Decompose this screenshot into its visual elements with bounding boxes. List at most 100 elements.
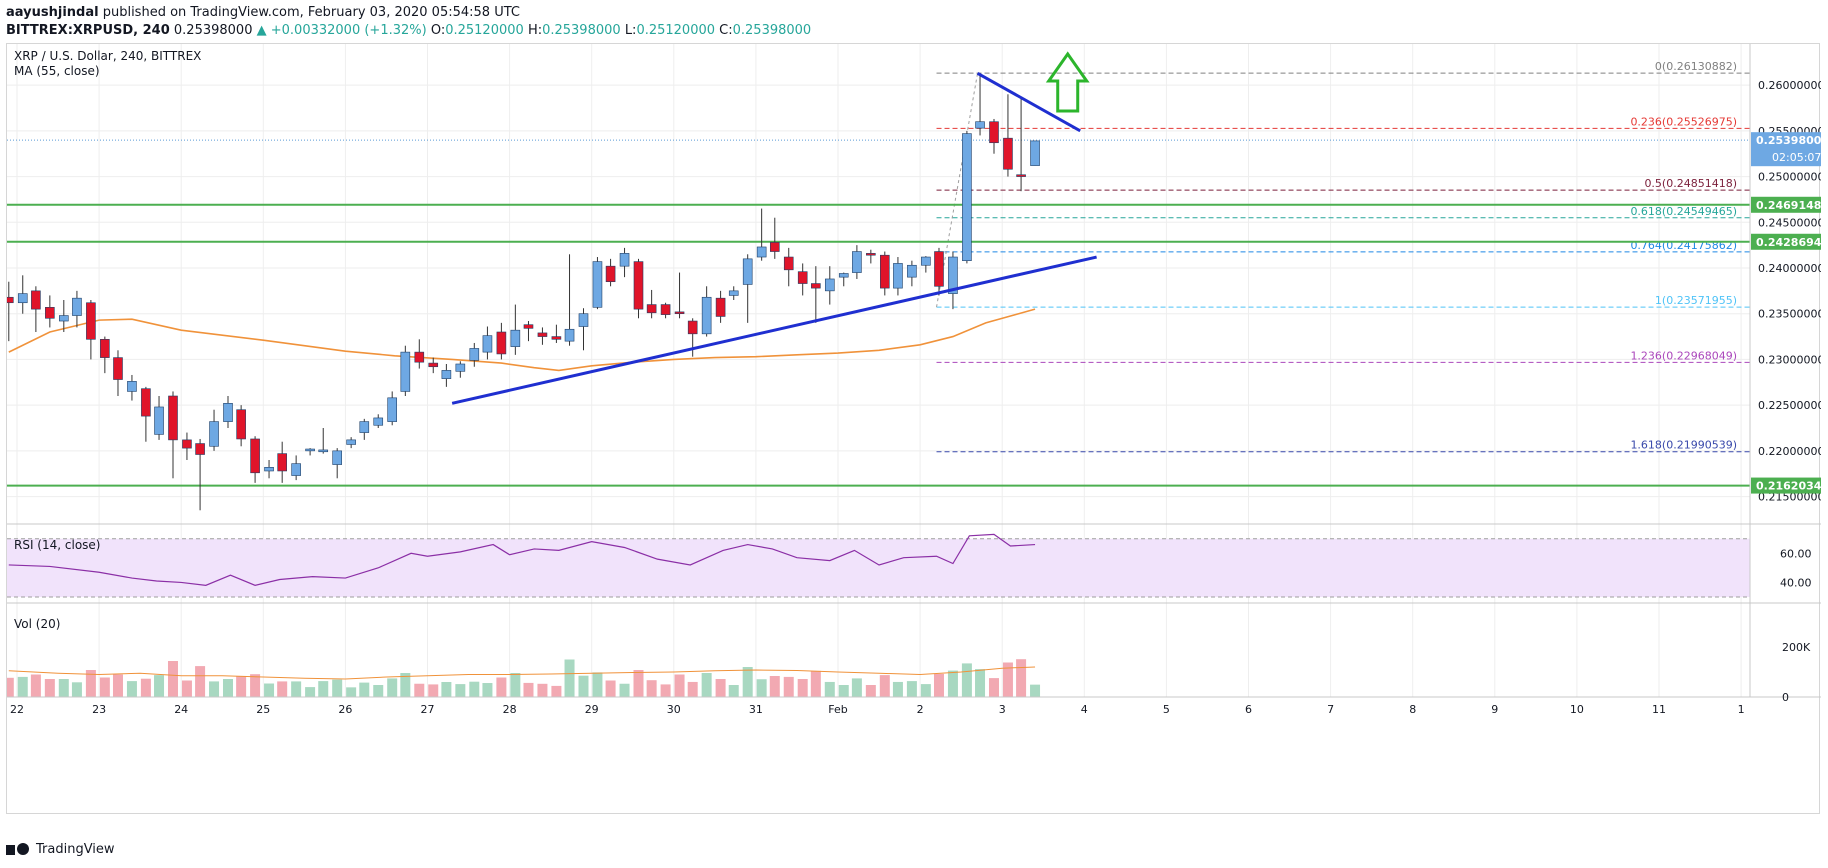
volume-bar bbox=[947, 670, 958, 697]
candle bbox=[209, 409, 219, 451]
candle bbox=[756, 208, 767, 261]
candle bbox=[58, 300, 69, 332]
fib-level-label: 0.236(0.25526975) bbox=[1630, 115, 1737, 128]
ohlc-line: BITTREX:XRPUSD, 240 0.25398000 ▲ +0.0033… bbox=[6, 22, 811, 40]
fib-level-label: 0(0.26130882) bbox=[1655, 60, 1737, 73]
candle bbox=[975, 73, 985, 136]
price-change: ▲ +0.00332000 (+1.32%) bbox=[256, 23, 427, 38]
candle bbox=[537, 327, 548, 345]
rsi-line bbox=[8, 533, 1036, 586]
y-tick-label: 0.22000000 bbox=[1758, 445, 1821, 458]
rsi-pane bbox=[7, 533, 1750, 598]
volume-bar bbox=[400, 673, 411, 697]
chart-header: aayushjindal published on TradingView.co… bbox=[6, 4, 811, 40]
author-name[interactable]: aayushjindal bbox=[6, 5, 99, 20]
chart-grid bbox=[7, 44, 1750, 697]
volume-bar bbox=[373, 685, 384, 697]
candle bbox=[332, 448, 342, 479]
candle bbox=[1030, 140, 1040, 166]
candle-body bbox=[373, 417, 384, 426]
volume-bar bbox=[783, 676, 794, 697]
candle bbox=[250, 436, 260, 483]
candle-body bbox=[578, 313, 589, 327]
x-tick-label: 7 bbox=[1327, 703, 1334, 716]
tradingview-logo-icon[interactable] bbox=[6, 842, 30, 857]
candle-body bbox=[619, 253, 630, 267]
volume-bar bbox=[605, 680, 616, 697]
candle-body bbox=[86, 302, 96, 340]
y-tick-label: 0.21500000 bbox=[1758, 491, 1821, 504]
volume-bar bbox=[140, 678, 151, 697]
x-tick-label: 24 bbox=[174, 703, 188, 716]
volume-bar bbox=[769, 676, 780, 697]
candle-body bbox=[31, 290, 41, 310]
volume-bar bbox=[236, 676, 247, 697]
volume-bar bbox=[715, 679, 726, 697]
rsi-tick-label: 40.00 bbox=[1780, 576, 1812, 589]
candle-body bbox=[264, 467, 274, 472]
candle-body bbox=[209, 421, 219, 447]
volume-bar bbox=[920, 684, 931, 697]
candle bbox=[264, 460, 274, 479]
x-tick-label: 25 bbox=[256, 703, 270, 716]
candle-body bbox=[934, 251, 944, 287]
candle-body bbox=[633, 261, 644, 310]
trendline bbox=[451, 255, 1097, 405]
candle-body bbox=[728, 290, 739, 296]
x-tick-label: 11 bbox=[1652, 703, 1666, 716]
price-chart[interactable]: 0(0.26130882) 0.236(0.25526975) 0.5(0.2485… bbox=[7, 44, 1821, 815]
volume-bar bbox=[1002, 662, 1013, 697]
y-tick-label: 0.26000000 bbox=[1758, 79, 1821, 92]
candle-body bbox=[1030, 140, 1040, 166]
up-arrow-icon bbox=[1045, 51, 1090, 113]
candle bbox=[291, 455, 301, 481]
rsi-legend: RSI (14, close) bbox=[14, 538, 100, 552]
ma55-line bbox=[8, 308, 1036, 372]
volume-bar bbox=[332, 679, 343, 697]
candle-body bbox=[113, 357, 123, 380]
candle-body bbox=[948, 256, 958, 294]
volume-bar bbox=[988, 678, 999, 697]
candle-body bbox=[592, 261, 603, 308]
volume-bar bbox=[633, 670, 644, 697]
candle-body bbox=[893, 263, 903, 289]
candle bbox=[469, 342, 480, 367]
candle-body bbox=[236, 409, 246, 440]
symbol-label: BITTREX:XRPUSD, 240 bbox=[6, 23, 170, 38]
volume-bar bbox=[742, 667, 753, 697]
candle bbox=[510, 304, 521, 355]
volume-bar bbox=[209, 681, 220, 697]
volume-bar bbox=[619, 683, 630, 697]
x-tick-label: 30 bbox=[667, 703, 681, 716]
candle bbox=[893, 257, 903, 296]
brand-name[interactable]: TradingView bbox=[36, 842, 115, 857]
candle bbox=[523, 321, 534, 342]
volume-bar bbox=[346, 687, 357, 697]
candle bbox=[373, 414, 384, 428]
candle bbox=[441, 364, 452, 387]
volume-bar bbox=[264, 683, 275, 697]
candle-body bbox=[989, 121, 999, 144]
support-price-tag bbox=[1751, 477, 1821, 494]
candle-body bbox=[100, 339, 110, 358]
volume-bar bbox=[933, 673, 944, 697]
volume-bar bbox=[17, 676, 28, 697]
x-tick-label: 4 bbox=[1081, 703, 1088, 716]
volume-bar bbox=[195, 666, 206, 697]
volume-bar bbox=[112, 674, 123, 697]
volume-bar bbox=[154, 675, 165, 697]
ma-legend: MA (55, close) bbox=[14, 64, 100, 78]
candle-body bbox=[154, 406, 164, 435]
chart-frame[interactable]: 0(0.26130882) 0.236(0.25526975) 0.5(0.2485… bbox=[6, 43, 1821, 815]
candle bbox=[605, 258, 616, 287]
candle-body bbox=[346, 439, 356, 445]
candle bbox=[455, 361, 466, 378]
volume-bar bbox=[250, 674, 261, 697]
x-tick-label: 26 bbox=[338, 703, 352, 716]
volume-bar bbox=[824, 681, 835, 697]
x-tick-label: 10 bbox=[1570, 703, 1584, 716]
volume-bar bbox=[551, 685, 562, 697]
candle-body bbox=[141, 388, 151, 417]
volume-bar bbox=[510, 673, 521, 697]
candle-body bbox=[866, 253, 876, 256]
